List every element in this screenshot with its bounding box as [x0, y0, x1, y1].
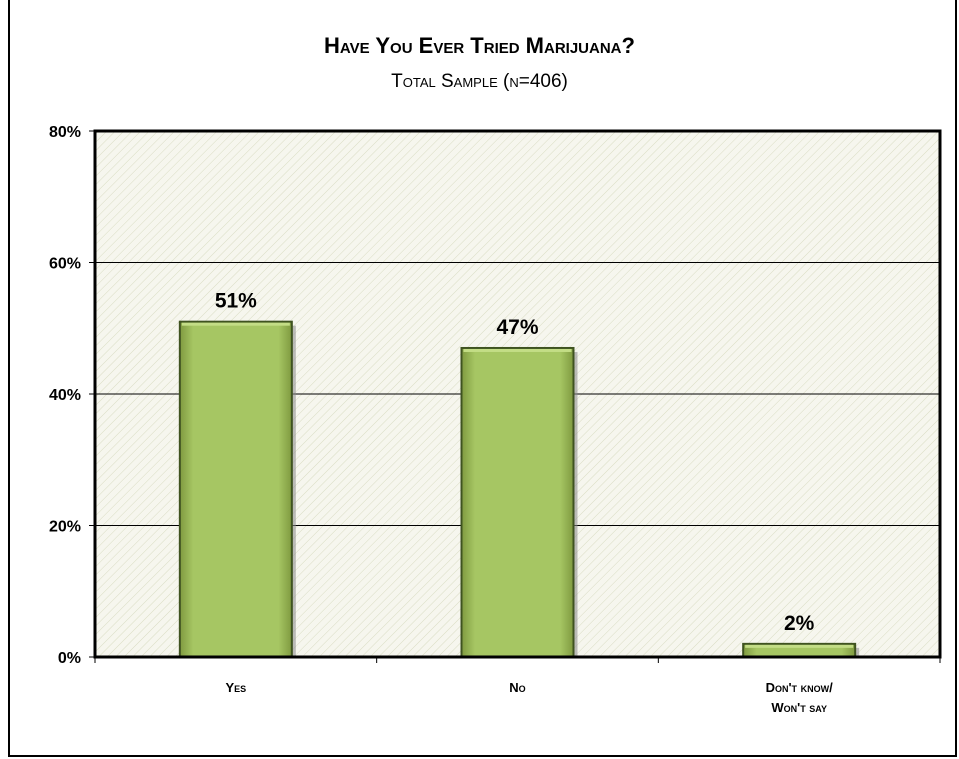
- y-tick-label: 40%: [49, 387, 81, 404]
- plot-border: [93, 129, 942, 659]
- data-label: 2%: [784, 612, 815, 635]
- bar-highlight: [745, 644, 854, 648]
- bar: [178, 320, 293, 658]
- y-tick-label: 20%: [49, 519, 81, 536]
- bar-highlight: [463, 348, 572, 352]
- x-tick-label: Won't say: [771, 700, 827, 715]
- data-label: 47%: [496, 316, 538, 339]
- x-tick-label: Don't know/: [766, 680, 834, 695]
- data-label: 51%: [215, 290, 257, 313]
- y-tick-label: 0%: [58, 650, 81, 667]
- x-tick-label: Yes: [225, 680, 246, 695]
- chart-title: Have You Ever Tried Marijuana?: [324, 33, 635, 58]
- y-tick-label: 80%: [49, 124, 81, 141]
- chart-frame: [8, 0, 957, 757]
- bar-highlight: [181, 322, 290, 326]
- y-tick-label: 60%: [49, 256, 81, 273]
- chart-subtitle: Total Sample (n=406): [391, 71, 568, 92]
- bar: [460, 346, 575, 658]
- x-tick-label: No: [509, 680, 525, 695]
